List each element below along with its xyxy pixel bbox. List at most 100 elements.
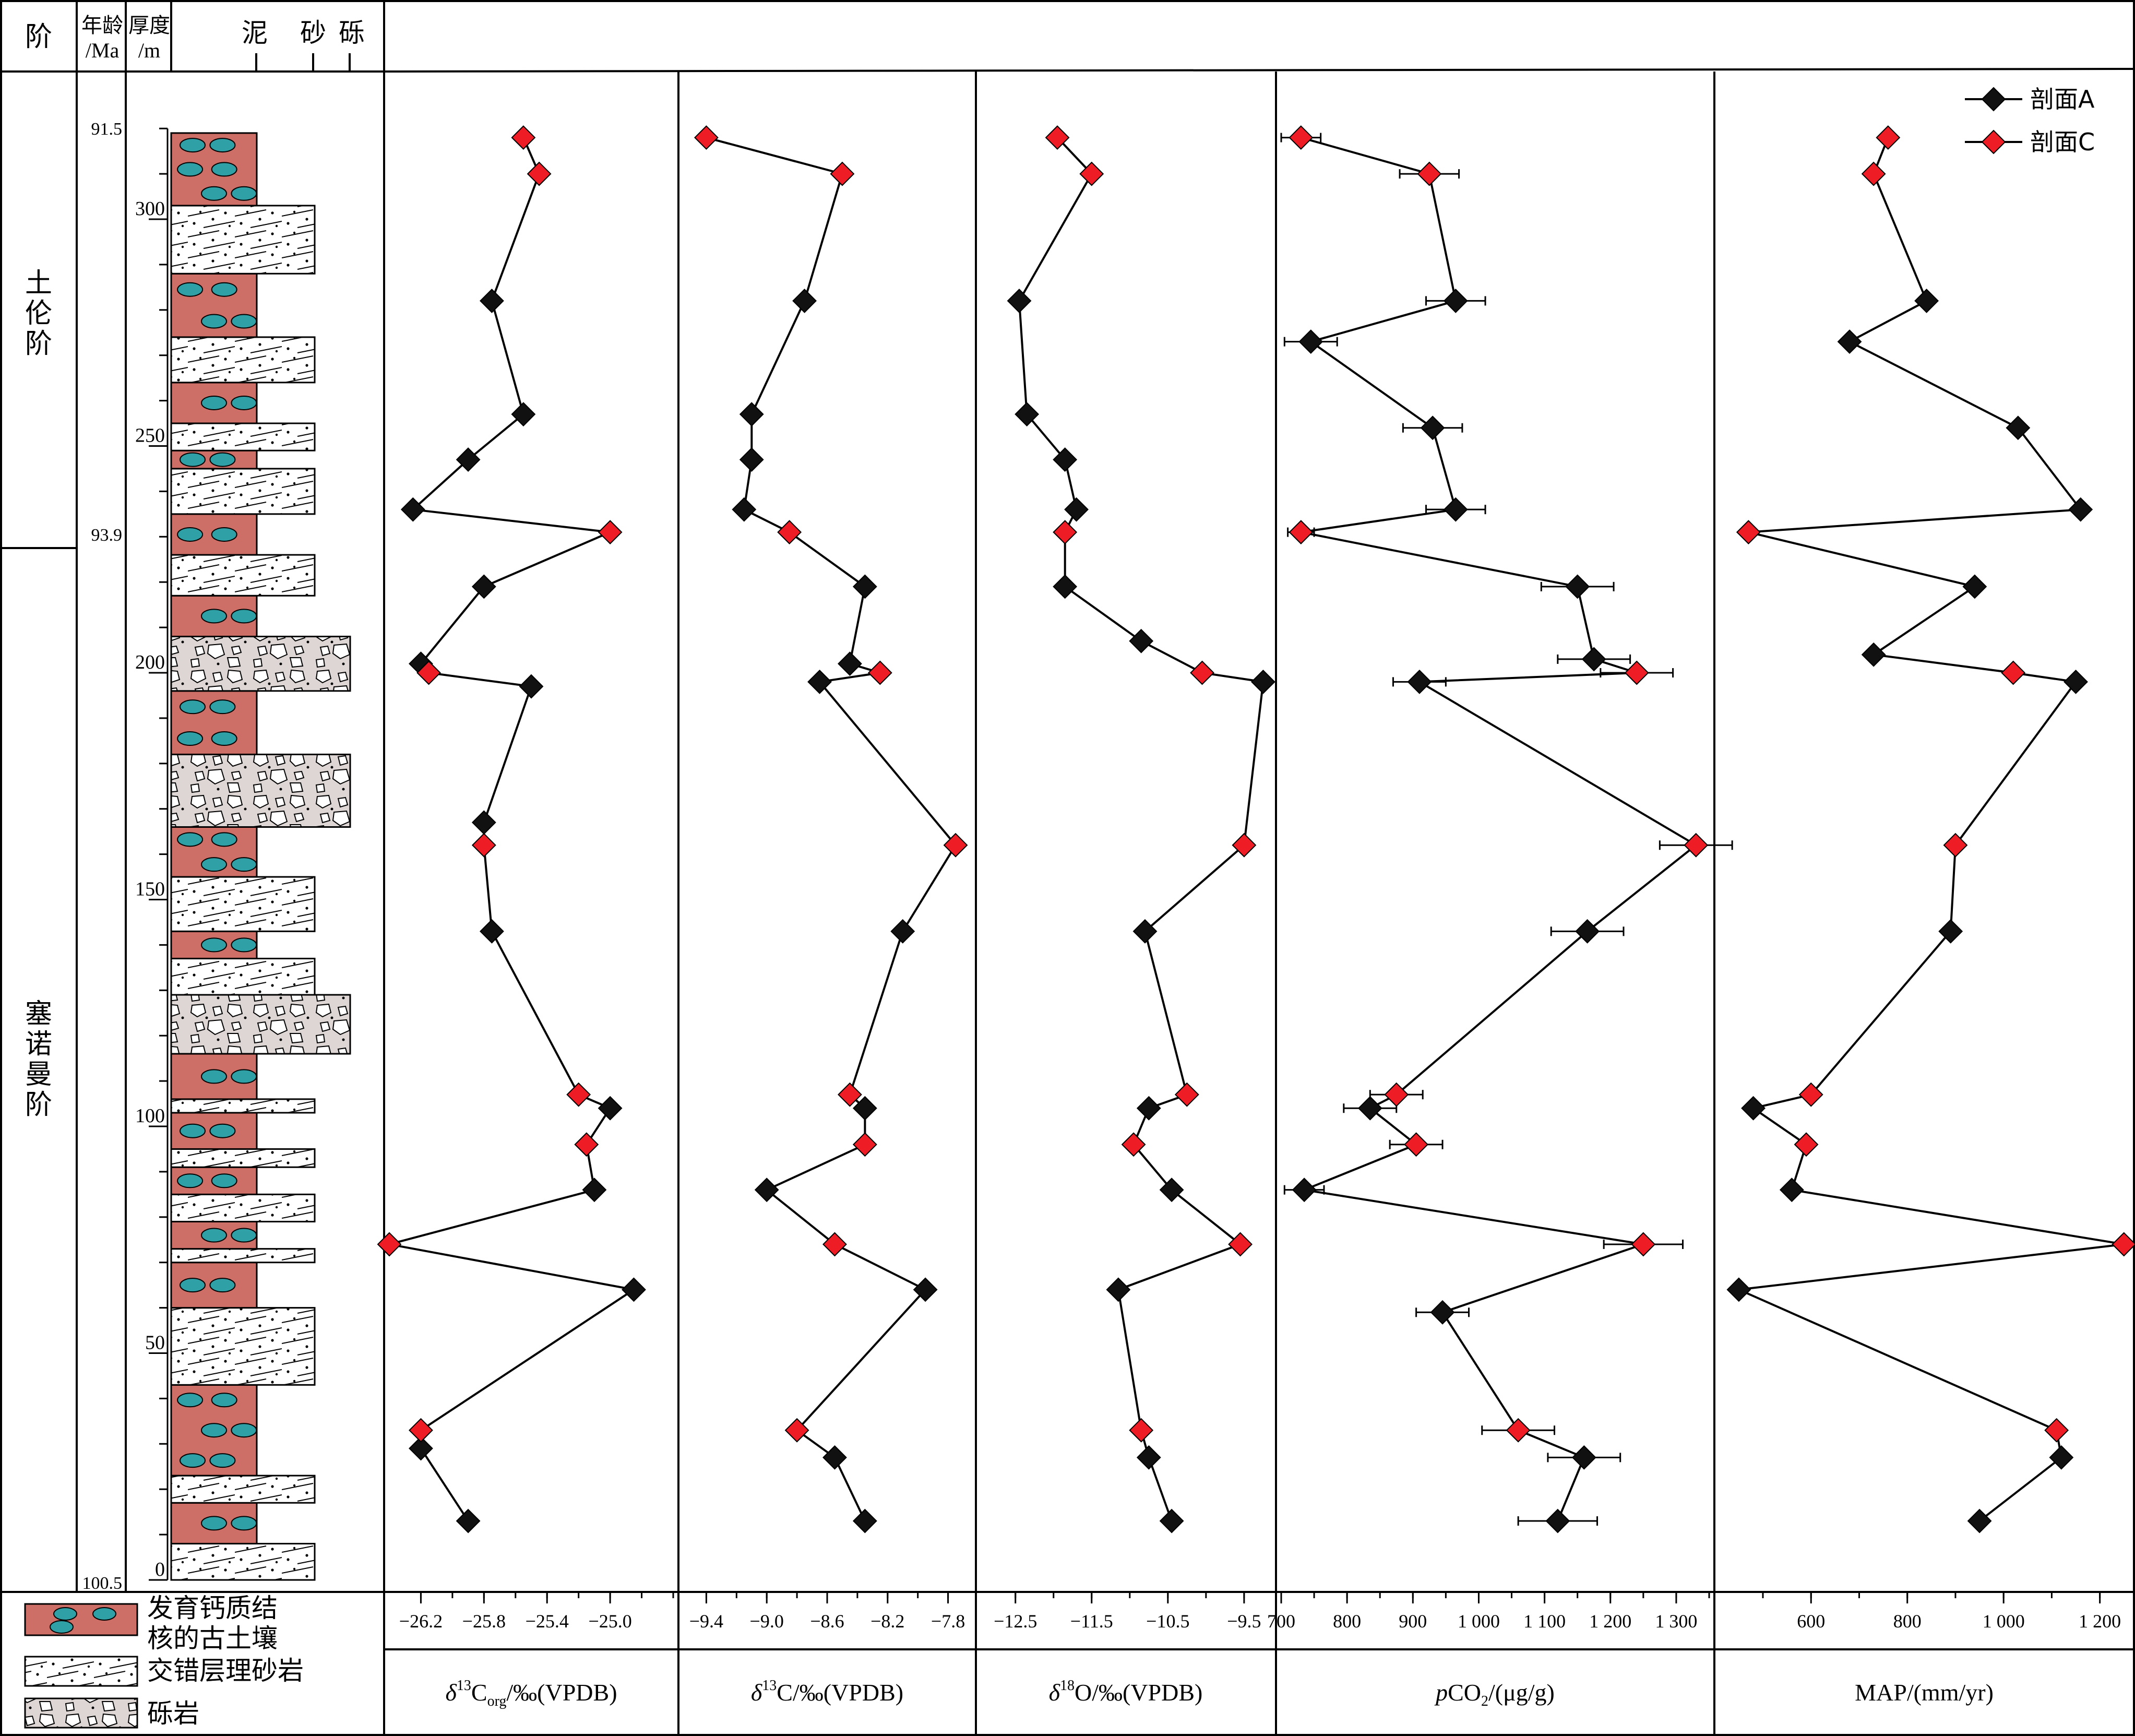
data-point <box>852 574 877 599</box>
carbonate-nodule <box>177 731 204 746</box>
carbonate-nodule <box>209 1123 236 1138</box>
series-c <box>1736 125 2135 1443</box>
carbonate-nodule <box>201 395 227 410</box>
carbonate-nodule <box>211 162 237 177</box>
carbonate-nodule <box>201 937 227 953</box>
x-tick-label: 1 300 <box>1655 1611 1697 1632</box>
lithology-bed-sandstone <box>170 1148 316 1168</box>
data-point <box>1876 125 1901 150</box>
stage-turonian: 土 伦 阶 <box>25 268 52 360</box>
data-point <box>2044 1418 2069 1443</box>
header-sand: 砂 <box>300 18 326 48</box>
data-point <box>1938 919 1963 944</box>
data-point <box>1914 289 1939 313</box>
legend-a-marker <box>1981 87 2006 112</box>
stage-cenomanian-char-1: 塞 <box>25 998 52 1030</box>
x-axis: 700 800 900 1 000 1 100 1 200 1 300 <box>1267 1592 1710 1632</box>
xlabel-pco2: pCO2/(μg/g) <box>1434 1679 1555 1709</box>
data-point <box>1794 1132 1819 1157</box>
data-point <box>471 810 496 835</box>
stage-cenomanian-char-2: 诺 <box>25 1029 52 1060</box>
data-point <box>1232 833 1257 858</box>
series-c <box>1045 125 1257 1443</box>
data-point <box>1861 642 1886 667</box>
data-point <box>1962 574 1987 599</box>
trend-line <box>1300 136 1698 1521</box>
data-point <box>456 1508 481 1533</box>
carbonate-nodule <box>211 1393 237 1408</box>
carbonate-nodule <box>177 1173 204 1188</box>
series-a <box>1726 289 2093 1533</box>
trend-line <box>389 137 637 1522</box>
x-tick-label: −25.4 <box>526 1611 569 1632</box>
header-mud: 泥 <box>242 18 268 48</box>
depth-tick-label: 0 <box>155 1559 165 1580</box>
data-point <box>822 1232 847 1257</box>
lithology-bed-sandstone <box>170 205 316 275</box>
data-point <box>1420 415 1445 441</box>
trend-line <box>706 136 957 1521</box>
data-point <box>830 161 855 186</box>
carbonate-nodule <box>180 699 206 715</box>
data-point <box>574 1132 599 1157</box>
data-point <box>1545 1508 1570 1533</box>
data-panels: −26.2 −25.8 −25.4 −25.0 −9.4 −9.0 −8.6 −8.2 −7.8… <box>377 125 2135 1632</box>
data-point <box>1289 125 1314 150</box>
data-point <box>1053 574 1078 599</box>
lithology-bed-sandstone <box>170 1193 316 1222</box>
data-point <box>913 1277 938 1302</box>
lithology-legend: 发育钙质结 核的古土壤 交错层理砂岩 砾岩 <box>24 1593 304 1729</box>
data-point <box>1357 1096 1382 1121</box>
x-tick-label: −11.5 <box>1070 1611 1113 1632</box>
carbonate-nodule <box>231 937 257 953</box>
lithology-bed-conglomerate <box>170 753 351 828</box>
data-point <box>1053 520 1078 545</box>
xlabel-map: MAP/(mm/yr) <box>1855 1679 1994 1706</box>
data-point <box>409 1418 433 1443</box>
carbonate-nodule <box>180 1453 206 1468</box>
data-point <box>1136 1445 1161 1470</box>
series-c <box>377 125 623 1443</box>
panel-3: −12.5 −11.5 −10.5 −9.5 <box>994 125 1275 1632</box>
series-a <box>732 289 938 1533</box>
xlabel-d18o: δ18O/‰(VPDB) <box>1049 1678 1203 1706</box>
data-point <box>511 125 536 150</box>
x-tick-label: 800 <box>1333 1611 1361 1632</box>
carbonate-nodule <box>201 609 227 624</box>
stage-turonian-char-2: 伦 <box>25 298 52 329</box>
x-tick-label: −26.2 <box>399 1611 443 1632</box>
carbonate-nodule <box>177 832 204 847</box>
lithology-bed-sandstone <box>170 1475 316 1504</box>
series-c <box>1280 125 1733 1443</box>
data-point <box>807 669 832 694</box>
carbonate-nodule <box>177 162 204 177</box>
data-point <box>1417 161 1442 186</box>
data-point <box>1443 289 1468 313</box>
data-point <box>732 497 757 522</box>
lithology-bed-conglomerate <box>170 635 351 692</box>
lithology-column <box>170 132 351 1581</box>
carbonate-nodule <box>180 1278 206 1293</box>
stage-cenomanian: 塞 诺 曼 阶 <box>25 998 52 1121</box>
panel-4: 700 800 900 1 000 1 100 1 200 1 300 <box>1267 125 1733 1632</box>
series-legend: 剖面A 剖面C <box>1965 85 2095 156</box>
carbonate-nodule <box>180 138 206 153</box>
data-point <box>1015 402 1040 427</box>
lithology-bed-sandstone <box>170 1542 316 1581</box>
stage-turonian-char-3: 阶 <box>25 328 52 360</box>
carbonate-nodule <box>231 395 257 410</box>
data-point <box>416 660 441 685</box>
age-label-93-9: 93.9 <box>91 526 123 545</box>
data-point <box>471 833 496 858</box>
carbonate-nodule <box>231 1069 257 1084</box>
data-point <box>1132 919 1158 944</box>
data-point <box>838 651 862 676</box>
legend-nodule-icon <box>50 1620 74 1634</box>
depth-tick-label: 100 <box>135 1105 165 1127</box>
data-point <box>1736 520 1761 545</box>
data-point <box>1967 1508 1992 1533</box>
data-point <box>852 1508 877 1533</box>
data-point <box>1741 1096 1766 1121</box>
